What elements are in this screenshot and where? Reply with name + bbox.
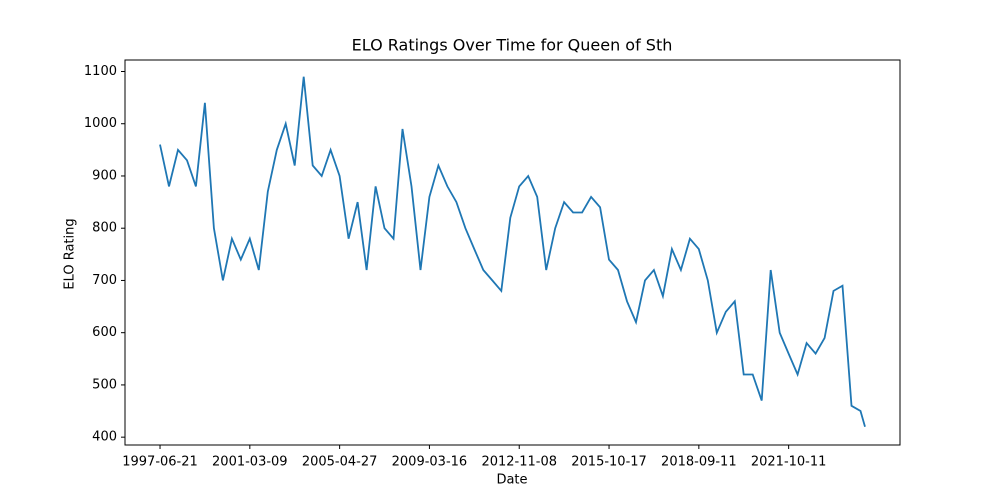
y-tick-label: 700 xyxy=(92,273,117,288)
chart-title: ELO Ratings Over Time for Queen of Sth xyxy=(352,36,673,55)
x-tick-label: 2009-03-16 xyxy=(392,455,468,470)
y-axis-label: ELO Rating xyxy=(63,218,78,289)
x-tick-label: 1997-06-21 xyxy=(122,455,198,470)
plot-frame xyxy=(124,59,901,446)
x-tick-label: 2005-04-27 xyxy=(302,455,378,470)
x-axis-label: Date xyxy=(496,473,527,488)
y-tick-label: 600 xyxy=(92,325,117,340)
y-tick-label: 500 xyxy=(92,377,117,392)
y-tick-label: 400 xyxy=(92,430,117,445)
y-tick-label: 1100 xyxy=(84,64,117,79)
x-tick-label: 2001-03-09 xyxy=(212,455,288,470)
y-tick-label: 900 xyxy=(92,168,117,183)
x-tick-label: 2018-09-11 xyxy=(661,455,737,470)
x-tick-label: 2012-11-08 xyxy=(481,455,557,470)
x-tick-label: 2015-10-17 xyxy=(571,455,647,470)
y-tick-label: 800 xyxy=(92,221,117,236)
data-line xyxy=(159,76,866,427)
y-tick-label: 1000 xyxy=(84,116,117,131)
x-tick-label: 2021-10-11 xyxy=(751,455,827,470)
